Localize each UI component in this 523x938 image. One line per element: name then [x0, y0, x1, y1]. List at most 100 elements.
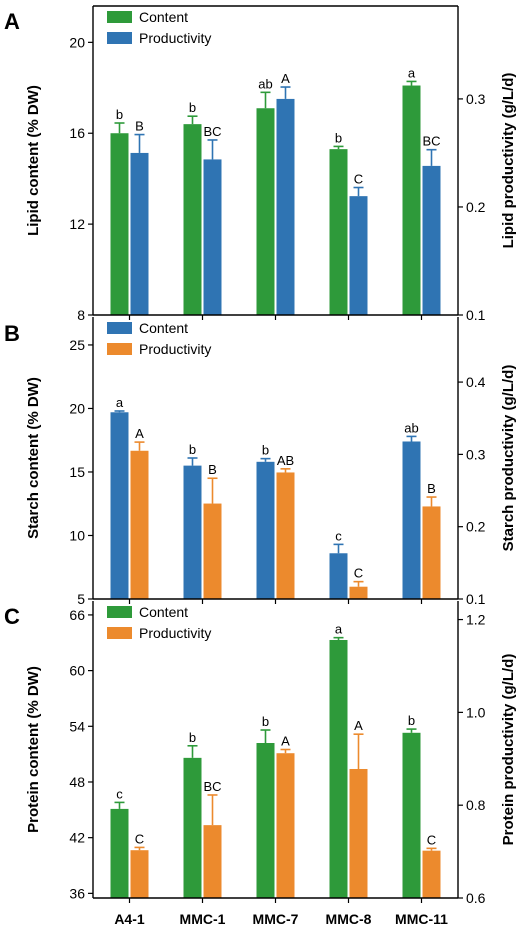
x-axis-labels: A4-1 MMC-1 MMC-7 MMC-8 MMC-11 [114, 911, 448, 927]
legend-label: Productivity [139, 625, 211, 641]
y-tick-label-left: 54 [69, 718, 85, 734]
panel-A: Ab b ab b a B BC A C BC 8 12 16 20 0.1 0.2 0.3 Lipid cont… [4, 5, 517, 323]
y-tick-label-right: 0.3 [466, 446, 486, 462]
y-axis-title-right: Lipid productivity (g/L/d) [500, 73, 517, 249]
y-tick-label-left: 12 [69, 216, 85, 232]
bar [110, 808, 129, 898]
significance-label: C [354, 566, 363, 581]
bar [329, 149, 348, 315]
bar [183, 124, 202, 315]
legend-swatch [107, 627, 132, 639]
panel-label: A [4, 9, 20, 34]
bar [422, 506, 441, 599]
legend-swatch [107, 32, 132, 44]
bar [183, 757, 202, 898]
bar [110, 133, 129, 315]
y-tick-label-left: 8 [77, 307, 85, 323]
y-tick-label-right: 0.4 [466, 374, 486, 390]
y-tick-label-left: 15 [69, 464, 85, 480]
y-tick-label-right: 1.0 [466, 704, 486, 720]
legend-label: Content [139, 9, 188, 25]
significance-label: b [262, 714, 269, 729]
bar [329, 639, 348, 898]
significance-label: A [281, 71, 290, 86]
bar [130, 850, 149, 898]
bar [422, 850, 441, 898]
significance-label: b [408, 713, 415, 728]
y-tick-label-right: 1.2 [466, 612, 486, 628]
legend-label: Productivity [139, 341, 211, 357]
significance-label: C [354, 172, 363, 187]
legend: Content Productivity [107, 9, 211, 46]
significance-label: A [135, 426, 144, 441]
bar [130, 450, 149, 599]
bar [276, 98, 295, 316]
bar [256, 461, 275, 599]
y-tick-label-left: 66 [69, 607, 85, 623]
y-tick-label-left: 60 [69, 663, 85, 679]
significance-label: A [281, 734, 290, 749]
legend-swatch [107, 322, 132, 334]
significance-label: B [208, 462, 217, 477]
y-tick-label-right: 0.6 [466, 890, 486, 906]
y-tick-label-left: 20 [69, 34, 85, 50]
significance-label: b [116, 107, 123, 122]
significance-label: b [335, 130, 342, 145]
y-tick-label-right: 0.1 [466, 591, 486, 607]
significance-label: c [335, 528, 342, 543]
bar [349, 586, 368, 599]
bar [276, 753, 295, 898]
y-tick-label-right: 0.1 [466, 307, 486, 323]
y-tick-label-left: 5 [77, 591, 85, 607]
panel-C: Cc b b a b C BC A A C 36 42 48 54 60 66 0.6 0.8 1.0 1.2 Prot… [4, 601, 517, 906]
significance-label: B [427, 481, 436, 496]
legend: Content Productivity [107, 320, 211, 357]
legend-swatch [107, 11, 132, 23]
x-tick-label: MMC-7 [253, 911, 299, 927]
bar [349, 196, 368, 315]
x-tick-label: A4-1 [114, 911, 145, 927]
bar [402, 85, 421, 315]
bar [329, 553, 348, 599]
bar [349, 768, 368, 898]
y-tick-label-left: 48 [69, 774, 85, 790]
significance-label: BC [422, 134, 440, 149]
significance-label: C [427, 832, 436, 847]
y-tick-label-left: 25 [69, 337, 85, 353]
panel-label: C [4, 604, 20, 629]
significance-label: b [262, 443, 269, 458]
significance-label: ab [258, 76, 272, 91]
bar [183, 465, 202, 599]
y-tick-label-left: 10 [69, 527, 85, 543]
significance-label: c [116, 786, 123, 801]
significance-label: a [335, 622, 343, 637]
x-tick-label: MMC-11 [395, 911, 448, 927]
significance-label: b [189, 730, 196, 745]
significance-label: a [116, 395, 124, 410]
y-tick-label-right: 0.2 [466, 519, 486, 535]
significance-label: A [354, 718, 363, 733]
y-tick-label-right: 0.2 [466, 199, 486, 215]
bar [203, 503, 222, 599]
significance-label: BC [203, 124, 221, 139]
y-axis-title-left: Starch content (% DW) [25, 377, 42, 539]
y-tick-label-right: 0.3 [466, 91, 486, 107]
significance-label: BC [203, 779, 221, 794]
significance-label: b [189, 100, 196, 115]
y-axis-title-left: Protein content (% DW) [25, 666, 42, 833]
y-tick-label-left: 42 [69, 830, 85, 846]
significance-label: a [408, 65, 416, 80]
y-axis-title-left: Lipid content (% DW) [25, 85, 42, 236]
significance-label: B [135, 119, 144, 134]
legend-swatch [107, 343, 132, 355]
significance-label: ab [404, 420, 418, 435]
significance-label: b [189, 442, 196, 457]
legend-swatch [107, 606, 132, 618]
x-tick-label: MMC-8 [326, 911, 372, 927]
bar [130, 152, 149, 315]
bar [422, 165, 441, 315]
y-tick-label-left: 20 [69, 400, 85, 416]
bar [402, 441, 421, 599]
bar [256, 108, 275, 315]
